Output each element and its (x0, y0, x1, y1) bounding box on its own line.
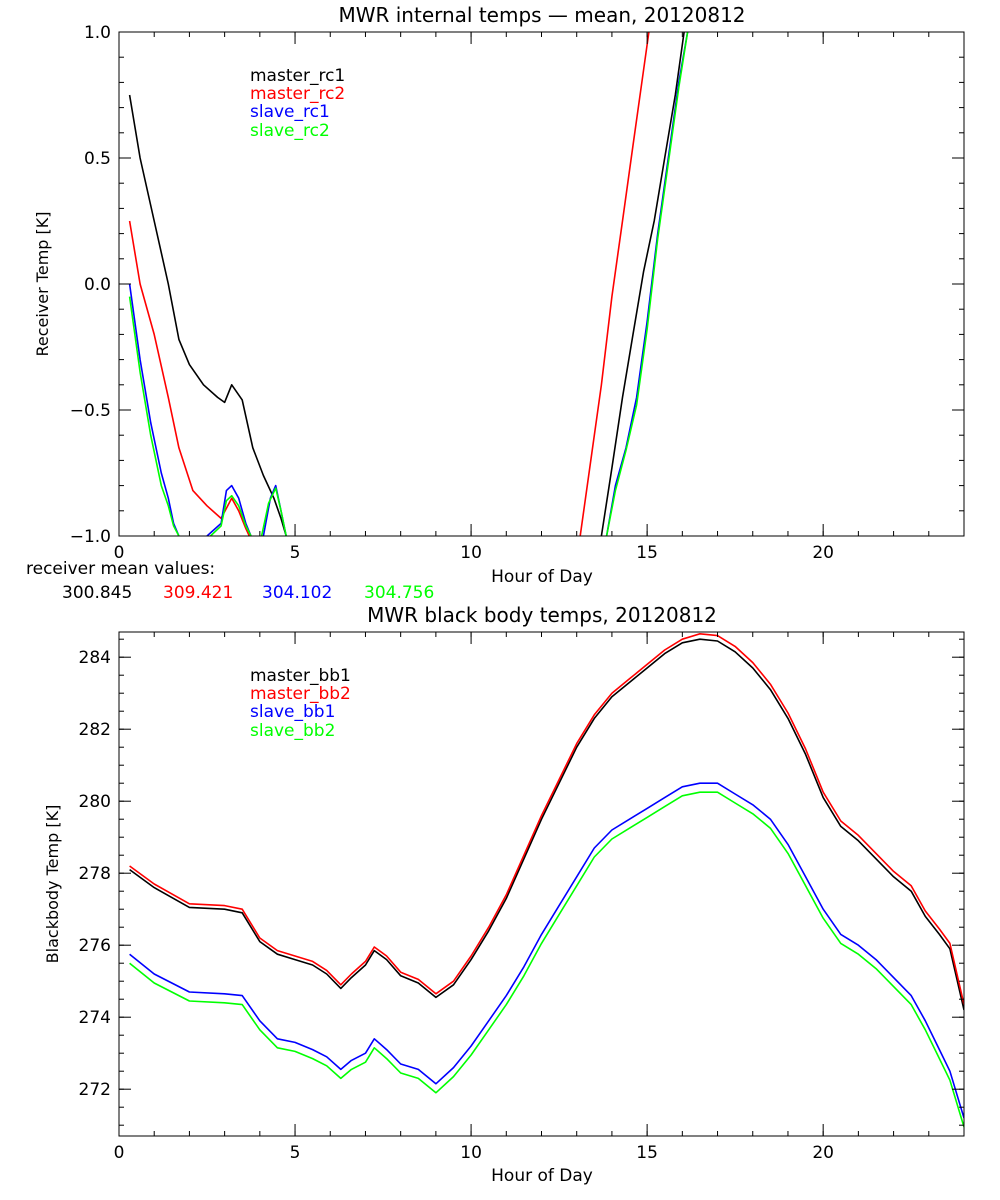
legend-entry: master_rc2 (250, 84, 345, 104)
series-line-master-bb1 (129, 638, 964, 1011)
x-tick-label: 0 (114, 1143, 125, 1163)
mean-value-master-rc2: 309.421 (163, 583, 233, 603)
x-axis-label: Hour of Day (491, 1166, 593, 1186)
legend-entry: slave_bb1 (250, 702, 335, 722)
y-axis-label: Receiver Temp [K] (33, 211, 52, 356)
y-tick-label: 278 (79, 864, 111, 884)
series-line-slave-rc1 (128, 32, 689, 536)
x-axis-label: Hour of Day (491, 567, 593, 587)
y-tick-label: 282 (79, 720, 111, 740)
mean-values-label: receiver mean values: (26, 559, 215, 579)
series-line-master-rc1 (128, 32, 685, 536)
series-line-slave-bb2 (129, 791, 964, 1128)
x-tick-label: 5 (290, 543, 301, 563)
ticks-layer: 0 5 10 15 20 272 274 276 278 280 282 284 (79, 632, 965, 1163)
chart-title: MWR internal temps — mean, 20120812 (338, 3, 745, 27)
ticks-layer: 0 5 10 15 20 −1.0 −0.5 0.0 0.5 1.0 (70, 23, 965, 563)
legend-entry: master_rc1 (250, 66, 345, 86)
mean-values-note: receiver mean values: 300.845 309.421 30… (26, 559, 434, 603)
legend-entry: master_bb1 (250, 666, 351, 686)
y-tick-label: 284 (79, 648, 111, 668)
y-tick-label: 0.5 (84, 149, 111, 169)
legend-entry: slave_rc2 (250, 121, 330, 141)
series-line-slave-bb1 (129, 782, 964, 1119)
x-tick-label: 15 (636, 543, 658, 563)
legend-entry: slave_rc1 (250, 102, 330, 122)
y-axis-label: Blackbody Temp [K] (43, 805, 62, 964)
series-layer (129, 633, 964, 1128)
blackbody-temp-chart: MWR black body temps, 20120812 0 5 10 15 20 2… (43, 603, 965, 1186)
mean-value-slave-rc2: 304.756 (364, 583, 434, 603)
mean-value-master-rc1: 300.845 (62, 583, 132, 603)
x-tick-label: 10 (460, 543, 482, 563)
x-tick-label: 15 (636, 1143, 658, 1163)
x-tick-label: 20 (812, 1143, 834, 1163)
legend: master_rc1 master_rc2 slave_rc1 slave_rc… (250, 66, 345, 141)
x-tick-label: 20 (812, 543, 834, 563)
series-layer (128, 32, 689, 536)
y-tick-label: 280 (79, 792, 111, 812)
x-tick-label: 10 (460, 1143, 482, 1163)
mean-value-slave-rc1: 304.102 (262, 583, 332, 603)
y-tick-label: 274 (79, 1008, 111, 1028)
y-tick-label: 272 (79, 1080, 111, 1100)
legend: master_bb1 master_bb2 slave_bb1 slave_bb… (250, 666, 351, 741)
legend-entry: slave_bb2 (250, 721, 335, 741)
y-tick-label: −1.0 (70, 527, 111, 547)
y-tick-label: −0.5 (70, 401, 111, 421)
series-line-slave-rc2 (128, 32, 689, 536)
series-line-master-rc2 (128, 32, 650, 536)
y-tick-label: 1.0 (84, 23, 111, 43)
y-tick-label: 276 (79, 936, 111, 956)
receiver-temp-chart: MWR internal temps — mean, 20120812 0 5 10… (26, 3, 965, 603)
series-line-master-bb2 (129, 633, 964, 1005)
y-tick-label: 0.0 (84, 275, 111, 295)
legend-entry: master_bb2 (250, 684, 351, 704)
x-tick-label: 5 (290, 1143, 301, 1163)
x-tick-label: 0 (114, 543, 125, 563)
chart-title: MWR black body temps, 20120812 (367, 603, 717, 627)
